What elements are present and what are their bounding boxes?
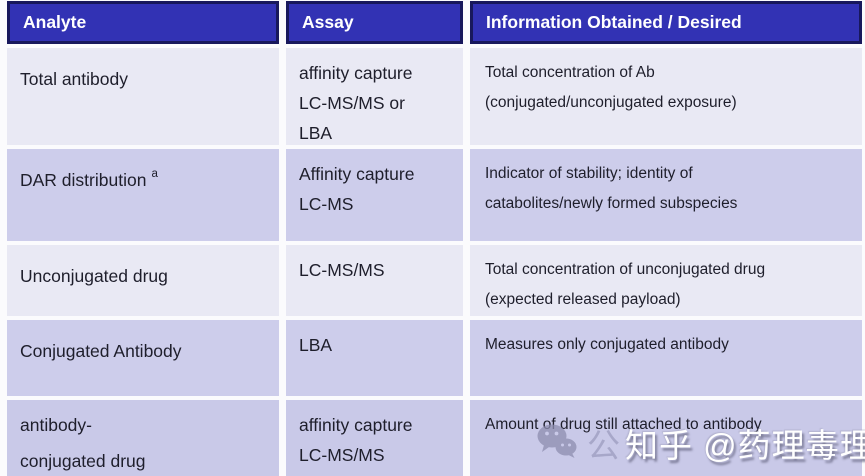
analyte-text: Total antibody xyxy=(20,69,128,89)
table-row-conjugated-antibody: Conjugated Antibody LBA Measures only co… xyxy=(7,320,862,396)
analyte-superscript: a xyxy=(151,168,158,180)
cell-assay: LC-MS/MS xyxy=(286,245,463,316)
header-cell-information: Information Obtained / Desired xyxy=(470,1,862,44)
analyte-text: antibody- conjugated drug xyxy=(20,415,146,471)
cell-analyte: Total antibody xyxy=(7,48,279,145)
cell-assay: affinity capture LC-MS/MS xyxy=(286,400,463,476)
header-cell-assay: Assay xyxy=(286,1,463,44)
analyte-text: DAR distribution xyxy=(20,170,147,190)
cell-analyte: antibody- conjugated drug xyxy=(7,400,279,476)
cell-analyte: DAR distribution a xyxy=(7,149,279,241)
cell-assay: Affinity capture LC-MS xyxy=(286,149,463,241)
cell-info: Total concentration of unconjugated drug… xyxy=(470,245,862,316)
cell-info: Indicator of stability; identity of cata… xyxy=(470,149,862,241)
cell-info: Amount of drug still attached to antibod… xyxy=(470,400,862,476)
table-header-row: Analyte Assay Information Obtained / Des… xyxy=(7,1,862,44)
cell-assay: affinity capture LC-MS/MS or LBA xyxy=(286,48,463,145)
table-row-dar-distribution: DAR distribution a Affinity capture LC-MS… xyxy=(7,149,862,241)
header-cell-analyte: Analyte xyxy=(7,1,279,44)
header-label-analyte: Analyte xyxy=(23,12,87,32)
table-row-antibody-conjugated-drug: antibody- conjugated drug affinity captu… xyxy=(7,400,862,476)
table-row-unconjugated-drug: Unconjugated drug LC-MS/MS Total concent… xyxy=(7,245,862,316)
header-label-information: Information Obtained / Desired xyxy=(486,12,742,32)
analyte-text: Conjugated Antibody xyxy=(20,341,182,361)
cell-analyte: Conjugated Antibody xyxy=(7,320,279,396)
table-row-total-antibody: Total antibody affinity capture LC-MS/MS… xyxy=(7,48,862,145)
cell-assay: LBA xyxy=(286,320,463,396)
cell-analyte: Unconjugated drug xyxy=(7,245,279,316)
analyte-assay-table: Analyte Assay Information Obtained / Des… xyxy=(7,1,862,476)
analyte-text: Unconjugated drug xyxy=(20,266,168,286)
cell-info: Total concentration of Ab (conjugated/un… xyxy=(470,48,862,145)
header-label-assay: Assay xyxy=(302,12,354,32)
cell-info: Measures only conjugated antibody xyxy=(470,320,862,396)
